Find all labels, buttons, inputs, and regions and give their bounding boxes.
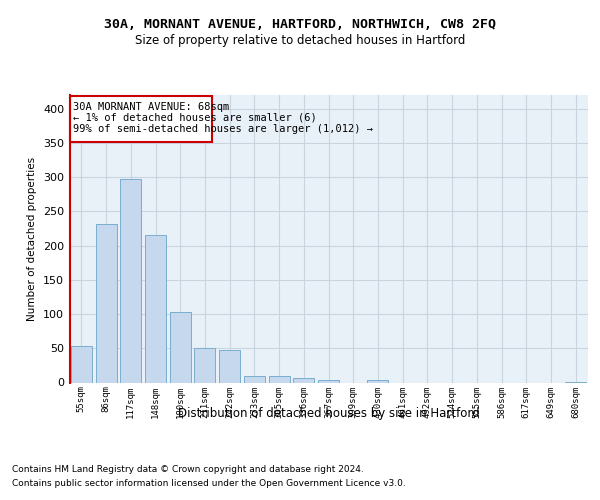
Bar	[145, 236, 166, 382]
Bar	[269, 376, 290, 382]
Bar	[194, 348, 215, 382]
Bar	[367, 380, 388, 382]
Bar	[293, 378, 314, 382]
Text: 99% of semi-detached houses are larger (1,012) →: 99% of semi-detached houses are larger (…	[73, 124, 373, 134]
Bar	[71, 346, 92, 383]
Bar	[120, 178, 141, 382]
Bar	[244, 376, 265, 382]
Text: 30A, MORNANT AVENUE, HARTFORD, NORTHWICH, CW8 2FQ: 30A, MORNANT AVENUE, HARTFORD, NORTHWICH…	[104, 18, 496, 30]
Text: Distribution of detached houses by size in Hartford: Distribution of detached houses by size …	[178, 408, 479, 420]
Text: 30A MORNANT AVENUE: 68sqm: 30A MORNANT AVENUE: 68sqm	[73, 102, 230, 112]
Bar	[318, 380, 339, 382]
Text: ← 1% of detached houses are smaller (6): ← 1% of detached houses are smaller (6)	[73, 113, 317, 123]
Text: Contains HM Land Registry data © Crown copyright and database right 2024.: Contains HM Land Registry data © Crown c…	[12, 465, 364, 474]
Bar	[95, 224, 116, 382]
Y-axis label: Number of detached properties: Number of detached properties	[28, 156, 37, 321]
Text: Contains public sector information licensed under the Open Government Licence v3: Contains public sector information licen…	[12, 478, 406, 488]
Bar	[170, 312, 191, 382]
Text: Size of property relative to detached houses in Hartford: Size of property relative to detached ho…	[135, 34, 465, 47]
Bar	[219, 350, 240, 382]
FancyBboxPatch shape	[70, 96, 212, 142]
